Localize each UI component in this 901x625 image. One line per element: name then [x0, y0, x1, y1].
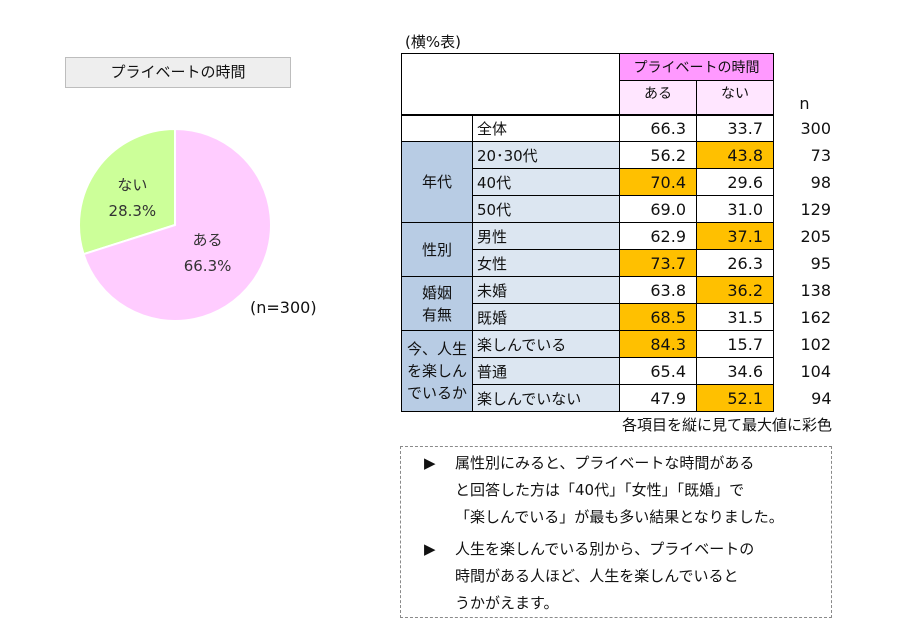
cell-n: 205 — [800, 226, 831, 246]
table-row: 50代 69.0 31.0 129 — [402, 195, 836, 223]
cell-n: 129 — [800, 199, 831, 219]
group-label: 婚姻 有無 — [401, 276, 473, 331]
cell-no: 37.1 — [696, 222, 774, 250]
cell-n: 102 — [800, 334, 831, 354]
cell-no: 34.6 — [696, 357, 774, 385]
row-label: 普通 — [472, 357, 620, 385]
table-row: 楽しんでいない 47.9 52.1 94 — [402, 384, 836, 412]
summary-line: 時間がある人ほど、人生を楽しんでいると — [455, 567, 739, 585]
cell-yes: 68.5 — [619, 303, 697, 331]
row-label: 40代 — [472, 168, 620, 196]
row-label: 女性 — [472, 249, 620, 277]
cell-yes: 84.3 — [619, 330, 697, 358]
table-header-title: プライベートの時間 — [619, 53, 774, 81]
column-header-n: n — [799, 93, 810, 113]
cell-no: 43.8 — [696, 141, 774, 169]
table-row: 既婚 68.5 31.5 162 — [402, 303, 836, 331]
cell-no: 31.5 — [696, 303, 774, 331]
table-header-blank — [401, 53, 620, 116]
summary-line: と回答した方は「40代」「女性」「既婚」で — [455, 481, 745, 499]
cell-no: 29.6 — [696, 168, 774, 196]
table-row: 年代 20･30代 56.2 43.8 73 — [401, 141, 836, 223]
cell-yes: 62.9 — [619, 222, 697, 250]
pie-sample-size: (n=300) — [250, 298, 317, 317]
table-row: 40代 70.4 29.6 98 — [402, 168, 836, 196]
summary-item-2: 人生を楽しんでいる別から、プライベートの 時間がある人ほど、人生を楽しんでいると… — [455, 536, 825, 617]
summary-line: 人生を楽しんでいる別から、プライベートの — [455, 540, 755, 558]
pie-slice-label: ある — [193, 231, 223, 249]
cell-no: 36.2 — [696, 276, 774, 304]
pie-slice — [82, 127, 272, 322]
cell-yes: 66.3 — [619, 114, 697, 142]
cell-no: 31.0 — [696, 195, 774, 223]
cell-no: 33.7 — [696, 114, 774, 142]
pie-title: プライベートの時間 — [65, 57, 291, 88]
cross-table: プライベートの時間 ある ない n 全体 66.3 33.7 300 年代 20･30代 5… — [401, 53, 836, 412]
cell-n: 94 — [811, 388, 832, 408]
cell-n: 162 — [800, 307, 831, 327]
row-label: 楽しんでいる — [472, 330, 620, 358]
pie-slice-value: 28.3% — [109, 202, 157, 220]
row-label: 50代 — [472, 195, 620, 223]
cell-yes: 65.4 — [619, 357, 697, 385]
pie-slice — [78, 127, 176, 256]
cell-n: 95 — [810, 253, 831, 273]
row-label: 楽しんでいない — [472, 384, 620, 412]
group-label — [401, 114, 473, 142]
cell-no: 52.1 — [696, 384, 774, 412]
bullet-icon: ▶ — [424, 540, 436, 558]
summary-line: 属性別にみると、プライベートな時間がある — [455, 454, 755, 472]
table-body: 全体 66.3 33.7 300 年代 20･30代 56.2 43.8 73 40代 70.4 29… — [401, 114, 836, 412]
group-label: 年代 — [401, 141, 473, 223]
summary-line: うかがえます。 — [455, 594, 559, 612]
cell-no: 26.3 — [696, 249, 774, 277]
row-label: 全体 — [472, 114, 620, 142]
column-header-yes: ある — [619, 80, 697, 116]
row-label: 未婚 — [472, 276, 620, 304]
cell-yes: 47.9 — [619, 384, 697, 412]
bullet-icon: ▶ — [424, 454, 436, 472]
table-note: 各項目を縦に見て最大値に彩色 — [622, 416, 833, 434]
row-label: 既婚 — [472, 303, 620, 331]
table-caption: (横%表) — [405, 33, 461, 51]
summary-item-1: 属性別にみると、プライベートな時間がある と回答した方は「40代」「女性」「既婚… — [455, 450, 825, 531]
group-label: 性別 — [401, 222, 473, 277]
cell-yes: 63.8 — [619, 276, 697, 304]
cell-yes: 56.2 — [619, 141, 697, 169]
pie-chart: ない 28.3% ある 66.3% — [78, 127, 272, 322]
table-row: 全体 66.3 33.7 300 — [401, 114, 836, 142]
cell-n: 98 — [810, 172, 831, 192]
table-row: 女性 73.7 26.3 95 — [402, 249, 836, 277]
cell-n: 138 — [800, 280, 831, 300]
table-row: 婚姻 有無 未婚 63.8 36.2 138 — [401, 276, 836, 331]
cell-n: 73 — [810, 145, 831, 165]
column-header-no: ない — [696, 80, 774, 116]
row-label: 20･30代 — [472, 141, 620, 169]
pie-slice-label: ない — [117, 176, 147, 194]
table-row: 性別 男性 62.9 37.1 205 — [401, 222, 836, 277]
row-label: 男性 — [472, 222, 620, 250]
cell-yes: 70.4 — [619, 168, 697, 196]
pie-slice-value: 66.3% — [184, 257, 232, 275]
cell-n: 104 — [800, 361, 831, 381]
table-row: 今、人生 を楽しん でいるか 楽しんでいる 84.3 15.7 102 — [401, 330, 836, 412]
cell-n: 300 — [800, 118, 831, 138]
cell-no: 15.7 — [696, 330, 774, 358]
summary-line: 「楽しんでいる」が最も多い結果となりました。 — [455, 508, 784, 526]
group-label: 今、人生 を楽しん でいるか — [401, 330, 473, 412]
cell-yes: 73.7 — [619, 249, 697, 277]
summary-box: ▶ 属性別にみると、プライベートな時間がある と回答した方は「40代」「女性」「… — [400, 446, 832, 618]
cell-yes: 69.0 — [619, 195, 697, 223]
